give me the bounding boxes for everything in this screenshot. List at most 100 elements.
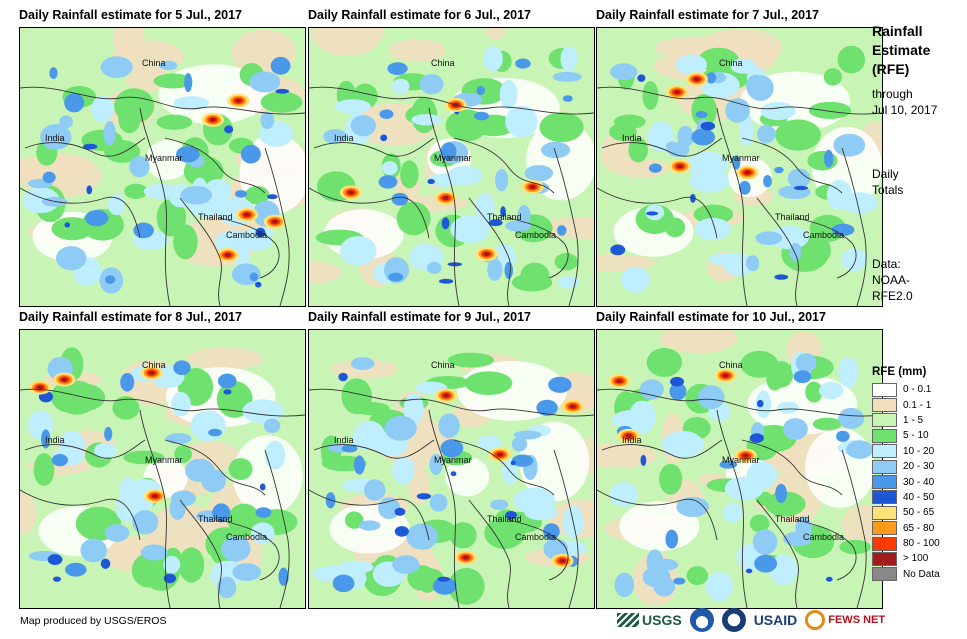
- rain-cell: [837, 45, 866, 74]
- rain-cell: [810, 237, 831, 263]
- through-label: through: [872, 87, 913, 101]
- legend-item: 0.1 - 1: [872, 397, 964, 413]
- rain-cell: [752, 529, 778, 555]
- rain-cell: [756, 399, 764, 408]
- data-source: Data: NOAA- RFE2.0: [872, 256, 913, 304]
- rain-cell: [332, 574, 355, 593]
- rain-cell: [394, 526, 409, 537]
- rain-cell: [212, 503, 231, 523]
- rain-cell: [838, 407, 865, 429]
- border-line: [20, 187, 141, 239]
- panel-title: Daily Rainfall estimate for 10 Jul., 201…: [596, 310, 826, 324]
- rain-cell: [695, 111, 708, 119]
- panel-title: Daily Rainfall estimate for 7 Jul., 2017: [596, 8, 820, 22]
- rainfall-map-svg: [20, 28, 305, 306]
- border-line: [24, 137, 146, 157]
- usgs-text: USGS: [642, 612, 682, 628]
- rain-cell: [341, 444, 358, 453]
- label-cambodia: Cambodia: [515, 532, 557, 542]
- rain-cell: [234, 190, 248, 198]
- border-line: [219, 519, 280, 581]
- rain-cell: [185, 458, 215, 482]
- border-line: [597, 86, 882, 115]
- rain-cell: [217, 373, 237, 389]
- rain-cell: [562, 95, 573, 102]
- panel-title: Daily Rainfall estimate for 6 Jul., 2017: [308, 8, 532, 22]
- rain-cell: [665, 141, 678, 153]
- legend-swatch: [872, 567, 897, 582]
- rain-cell: [706, 72, 717, 84]
- rain-cell: [557, 276, 580, 289]
- rain-layer-1: [334, 46, 580, 289]
- label-thailand: Thailand: [487, 514, 522, 524]
- border-line: [309, 388, 594, 417]
- rain-cell: [445, 456, 490, 497]
- label-myanmar: Myanmar: [722, 153, 760, 163]
- rain-cell: [646, 347, 683, 377]
- rain-cell: [429, 493, 448, 512]
- heavy-rain: [201, 93, 287, 263]
- rain-cell: [760, 102, 796, 121]
- rain-cell: [58, 430, 86, 458]
- rain-cell: [174, 445, 192, 464]
- border-line: [841, 147, 867, 306]
- rain-cell: [693, 77, 700, 82]
- legend-item: 80 - 100: [872, 536, 964, 551]
- rain-cell: [774, 166, 784, 174]
- rain-cell: [691, 128, 716, 146]
- rain-cell: [114, 88, 155, 124]
- rain-cell: [271, 219, 279, 224]
- rain-cell: [831, 223, 855, 236]
- rain-cell: [764, 491, 806, 517]
- rain-cell: [94, 442, 117, 459]
- rain-cell: [263, 418, 281, 433]
- rain-cell: [221, 536, 251, 562]
- legend-item: 20 - 30: [872, 459, 964, 474]
- legend-swatch: [872, 413, 897, 428]
- rain-cell: [500, 206, 506, 218]
- rainfall-map-svg: [309, 28, 594, 306]
- label-china: China: [719, 58, 743, 68]
- rain-cell: [244, 185, 270, 205]
- rain-cell: [384, 415, 417, 441]
- rain-cell: [278, 567, 289, 587]
- rain-cell: [620, 266, 651, 293]
- label-thailand: Thailand: [487, 212, 522, 222]
- rain-cell: [20, 493, 37, 535]
- rain-cell: [270, 56, 291, 75]
- rain-cell: [427, 178, 435, 185]
- rain-layer-2: [28, 356, 281, 599]
- rain-cell: [100, 56, 133, 78]
- rainfall-map: China India Myanmar Thailand Cambodia: [19, 329, 306, 609]
- rain-cell: [100, 558, 111, 569]
- rainfall-map: China India Myanmar Thailand Cambodia: [596, 329, 883, 609]
- rain-layer-4: [338, 372, 517, 582]
- country-borders: [597, 388, 882, 608]
- rain-cell: [447, 352, 495, 368]
- rain-cell: [536, 399, 558, 416]
- legend-swatch: [872, 490, 897, 505]
- rain-cell: [722, 502, 743, 523]
- rain-cell: [406, 523, 438, 550]
- rain-cell: [505, 510, 517, 520]
- side-title-line-1: Rainfall: [872, 23, 923, 39]
- rain-cell: [156, 114, 193, 130]
- rain-cell: [104, 275, 116, 284]
- rain-cell: [610, 244, 626, 256]
- border-line: [741, 439, 843, 496]
- rain-cell: [392, 78, 410, 94]
- rain-cell: [476, 85, 485, 96]
- rain-cell: [519, 421, 590, 502]
- rain-cell: [208, 428, 222, 437]
- rain-layer-3: [648, 72, 855, 236]
- legend-swatch: [872, 459, 897, 474]
- rain-layer-4: [640, 376, 833, 582]
- rain-cell: [392, 555, 420, 575]
- rain-cell: [163, 555, 181, 574]
- rain-cell: [823, 68, 842, 86]
- legend-label: 1 - 5: [903, 414, 924, 426]
- rain-cell: [242, 399, 284, 424]
- border-line: [601, 137, 723, 157]
- rain-cell: [539, 112, 584, 143]
- rain-cell: [438, 413, 460, 439]
